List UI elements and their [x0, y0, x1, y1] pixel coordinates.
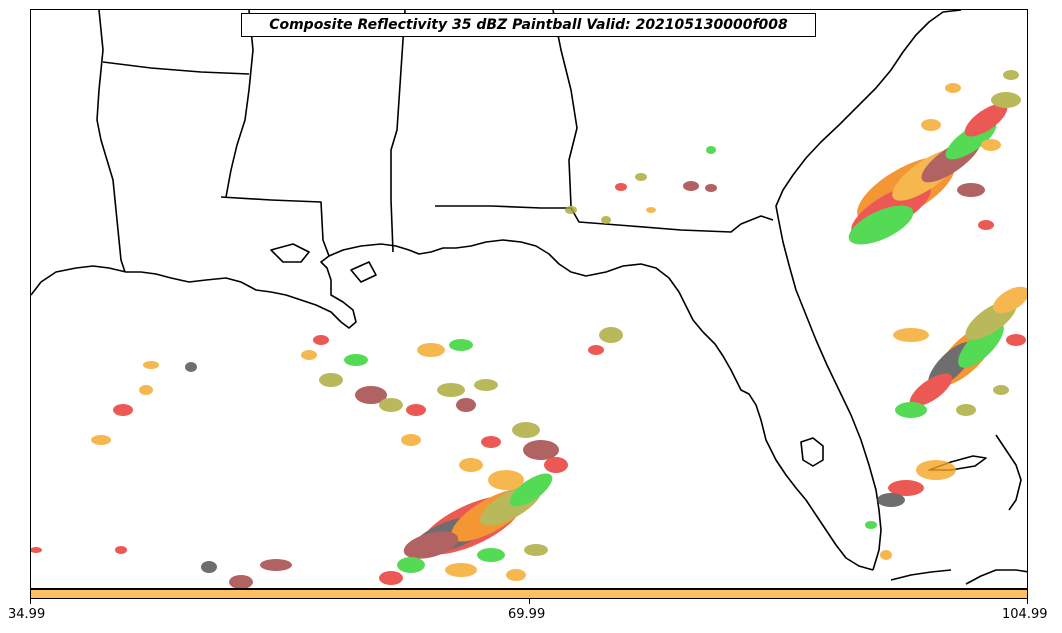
echo-cluster-atlantic-central: [865, 286, 1027, 560]
coastline-and-state-borders: [31, 10, 1027, 585]
echo-cluster-southwest: [379, 422, 568, 585]
colorbar: [30, 589, 1028, 599]
echo-cluster-atlantic-north: [848, 70, 1021, 245]
map-canvas: [31, 10, 1027, 588]
colorbar-tick-middle: [529, 599, 530, 604]
map-title: Composite Reflectivity 35 dBZ Paintball …: [241, 13, 816, 37]
colorbar-tick-label-max: 104.99: [1002, 607, 1048, 622]
colorbar-tick-label-min: 34.99: [8, 607, 46, 622]
map-panel: [30, 9, 1028, 589]
colorbar-tick-left: [30, 599, 31, 604]
colorbar-tick-label-mid: 69.99: [508, 607, 546, 622]
echo-cluster-north: [565, 146, 717, 224]
colorbar-tick-right: [1027, 599, 1028, 604]
echo-cluster-central-gulf: [31, 327, 623, 588]
reflectivity-echoes: [31, 70, 1027, 588]
